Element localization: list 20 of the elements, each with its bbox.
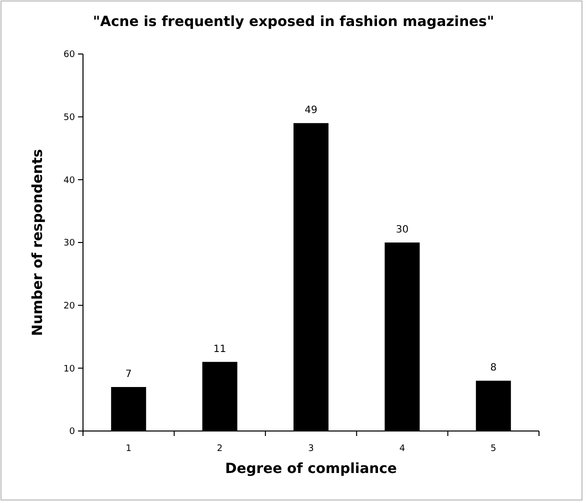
data-label: 11 [213,344,226,355]
data-label: 8 [490,362,497,374]
x-tick-label: 5 [490,444,496,454]
chart-title: "Acne is frequently exposed in fashion magazines" [92,14,494,30]
data-label: 49 [304,105,318,116]
y-tick-label: 0 [69,427,76,438]
x-tick-label: 3 [308,444,314,454]
y-tick-label: 30 [64,238,76,249]
x-axis-title: Degree of compliance [225,461,397,477]
x-tick-label: 4 [399,444,406,454]
y-tick-label: 50 [64,112,76,123]
data-label: 7 [125,369,132,380]
x-tick-label: 1 [126,444,132,454]
y-tick-label: 40 [64,176,76,186]
y-tick-label: 60 [64,50,76,60]
y-axis-title: Number of respondents [30,149,46,336]
y-tick-label: 10 [64,364,76,374]
data-label: 30 [396,224,409,236]
x-tick-label: 2 [216,444,223,454]
y-tick-label: 20 [64,301,76,312]
